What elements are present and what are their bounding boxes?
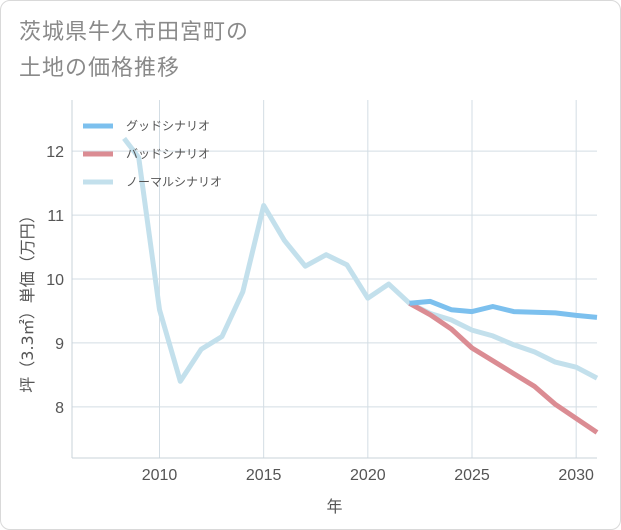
x-tick-label: 2020 xyxy=(350,467,386,484)
y-tick-label: 12 xyxy=(46,144,64,161)
title-line-2: 土地の価格推移 xyxy=(19,56,181,81)
y-tick-label: 8 xyxy=(55,400,64,417)
x-tick-label: 2010 xyxy=(142,467,178,484)
y-axis-label: 坪（3.3㎡）単価（万円） xyxy=(18,207,37,392)
x-tick-label: 2030 xyxy=(558,467,594,484)
series-layer xyxy=(122,136,599,435)
legend-label-1: バッドシナリオ xyxy=(126,147,210,161)
axes: 2010 2015 2020 2025 2030 8 9 10 11 12 xyxy=(46,100,597,484)
x-tick-label: 2025 xyxy=(454,467,490,484)
x-tick-label: 2015 xyxy=(246,467,282,484)
y-tick-label: 11 xyxy=(47,208,64,225)
series-line-1 xyxy=(408,301,599,435)
grid xyxy=(72,100,597,458)
page-title: 茨城県牛久市田宮町の 土地の価格推移 xyxy=(19,15,249,87)
y-tick-label: 9 xyxy=(55,336,64,353)
y-tick-label: 10 xyxy=(46,272,64,289)
series-line-0 xyxy=(409,298,598,320)
x-axis-label: 年 xyxy=(326,497,342,516)
legend-label-2: ノーマルシナリオ xyxy=(126,175,222,189)
title-line-1: 茨城県牛久市田宮町の xyxy=(19,20,250,45)
legend-label-0: グッドシナリオ xyxy=(126,119,210,133)
series-line-2 xyxy=(122,136,599,384)
